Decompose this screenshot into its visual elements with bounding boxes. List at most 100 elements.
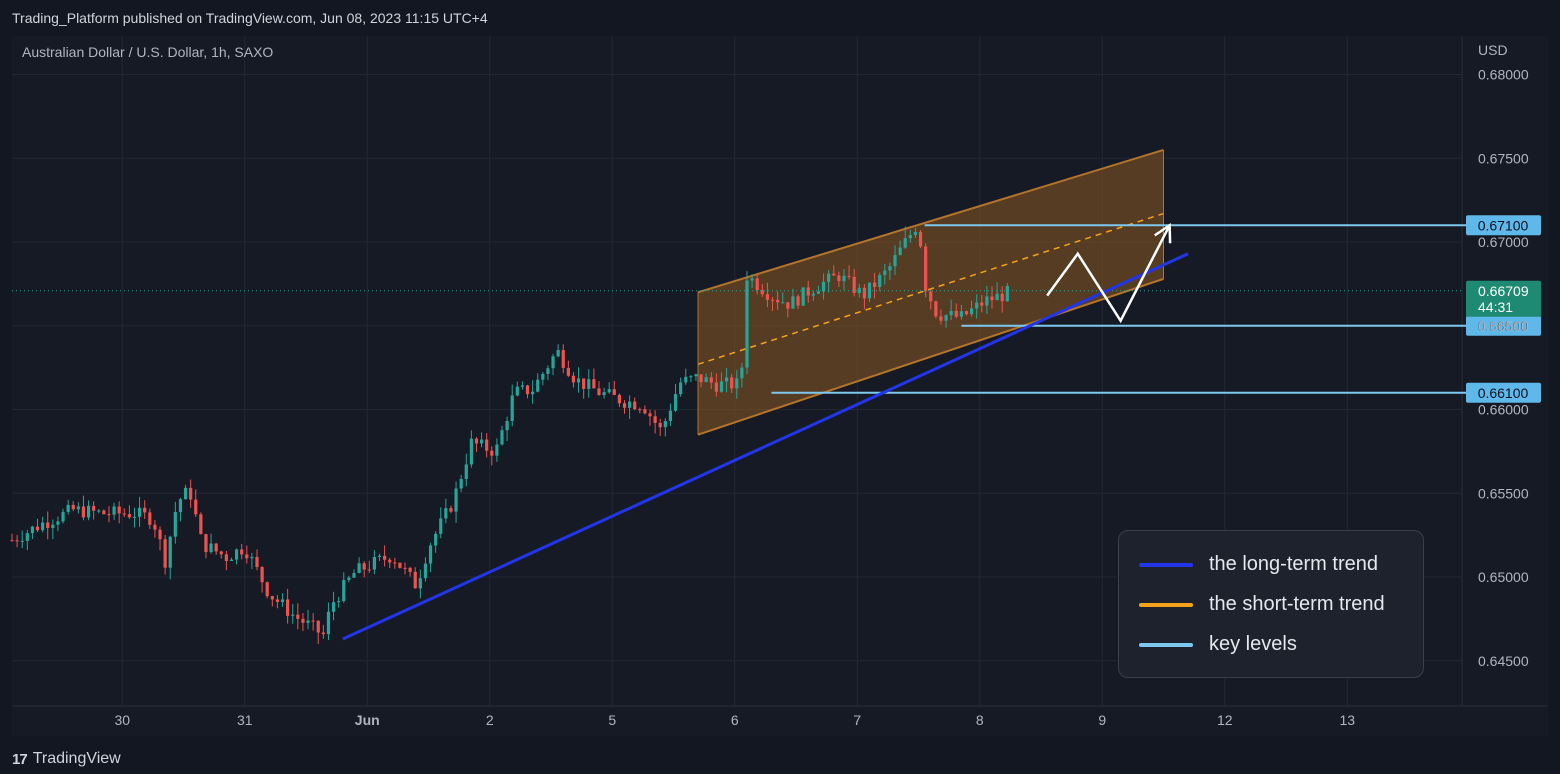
candle-body bbox=[337, 601, 341, 603]
candle-body bbox=[684, 376, 688, 383]
candle-body bbox=[709, 377, 713, 383]
candle-body bbox=[127, 514, 131, 518]
y-tick-label: 0.67000 bbox=[1478, 234, 1529, 250]
channel-upper bbox=[697, 148, 1164, 294]
countdown-label: 44:31 bbox=[1478, 299, 1513, 315]
candle-body bbox=[638, 409, 642, 411]
candle-body bbox=[209, 543, 213, 553]
candle-body bbox=[311, 620, 315, 622]
candle-body bbox=[102, 510, 106, 515]
candle-body bbox=[219, 551, 223, 555]
candle-body bbox=[449, 508, 453, 512]
candle-body bbox=[888, 266, 892, 271]
candle-body bbox=[867, 282, 872, 299]
candle-body bbox=[587, 379, 591, 389]
candle-body bbox=[607, 389, 611, 393]
y-tick-label: 0.65500 bbox=[1478, 485, 1529, 501]
candle-body bbox=[454, 488, 458, 512]
candle-body bbox=[51, 524, 55, 528]
candle-body bbox=[357, 563, 361, 573]
candle-body bbox=[975, 302, 979, 309]
candle-body bbox=[827, 273, 831, 282]
x-tick-label: 31 bbox=[237, 712, 253, 728]
legend-swatch-levels bbox=[1139, 642, 1193, 647]
candle-body bbox=[418, 578, 422, 589]
candle-body bbox=[66, 504, 70, 512]
candle-body bbox=[495, 444, 499, 456]
candle-body bbox=[500, 430, 504, 445]
x-tick-label: 12 bbox=[1217, 712, 1233, 728]
candle-body bbox=[291, 614, 295, 616]
candle-body bbox=[776, 299, 780, 303]
legend-item-short-trend: the short-term trend bbox=[1139, 593, 1385, 616]
candle-body bbox=[679, 382, 683, 395]
candle-body bbox=[403, 567, 407, 569]
x-tick-label: 6 bbox=[731, 712, 739, 728]
candle-body bbox=[234, 549, 239, 560]
candle-body bbox=[413, 571, 417, 589]
candle-body bbox=[628, 401, 632, 408]
candle-body bbox=[117, 506, 121, 514]
candle-body bbox=[321, 632, 325, 635]
candle-body bbox=[224, 554, 228, 561]
key-level-label: 0.67100 bbox=[1478, 217, 1529, 233]
candle-body bbox=[1005, 286, 1009, 302]
x-tick-label: 9 bbox=[1098, 712, 1106, 728]
candle-body bbox=[995, 293, 999, 301]
candle-body bbox=[806, 287, 810, 296]
candle-body bbox=[81, 506, 86, 518]
key-level-label: 0.66500 bbox=[1478, 318, 1529, 334]
candle-body bbox=[949, 310, 953, 316]
currency-label: USD bbox=[1478, 42, 1508, 58]
candle-body bbox=[326, 611, 331, 635]
candle-body bbox=[704, 377, 708, 383]
candle-body bbox=[566, 367, 570, 376]
y-tick-label: 0.68000 bbox=[1478, 67, 1529, 83]
candle-body bbox=[138, 507, 142, 517]
candle-body bbox=[408, 567, 412, 572]
y-tick-label: 0.66500 bbox=[1478, 318, 1529, 334]
candle-body bbox=[301, 618, 305, 623]
candle-body bbox=[41, 522, 45, 531]
candle-body bbox=[428, 545, 433, 564]
candle-body bbox=[122, 513, 126, 515]
candle-body bbox=[505, 420, 509, 431]
candle-body bbox=[944, 315, 948, 321]
candle-body bbox=[490, 450, 494, 456]
candle-body bbox=[918, 231, 923, 247]
axes: 0.68000 0.67500 0.67000 0.66500 0.66000 0.655… bbox=[114, 67, 1528, 728]
candle-body bbox=[194, 499, 198, 515]
candle-body bbox=[316, 620, 320, 633]
candle-body bbox=[15, 540, 19, 542]
candle-body bbox=[388, 559, 392, 563]
candle-body bbox=[352, 572, 356, 578]
candle-body bbox=[556, 350, 560, 357]
candle-body bbox=[719, 381, 724, 392]
candle-body bbox=[791, 296, 795, 309]
legend-label-short: the short-term trend bbox=[1209, 593, 1385, 615]
candle-body bbox=[377, 555, 382, 558]
candle-body bbox=[485, 439, 489, 451]
candle-body bbox=[857, 287, 861, 293]
candle-body bbox=[20, 540, 24, 542]
candle-body bbox=[296, 614, 300, 619]
tradingview-brand[interactable]: 17 TradingView bbox=[12, 750, 121, 768]
candle-body bbox=[46, 522, 50, 528]
candle-body bbox=[107, 514, 111, 516]
candle-body bbox=[25, 533, 29, 541]
candle-body bbox=[459, 478, 463, 489]
candle-body bbox=[444, 508, 448, 519]
candles bbox=[10, 226, 1009, 644]
candle-body bbox=[903, 238, 907, 248]
candle-body bbox=[745, 280, 749, 368]
candle-body bbox=[862, 287, 866, 299]
candle-body bbox=[597, 388, 601, 396]
y-tick-label: 0.65000 bbox=[1478, 569, 1529, 585]
candle-body bbox=[924, 246, 928, 292]
candle-body bbox=[821, 281, 826, 292]
candle-body bbox=[204, 534, 208, 553]
x-tick-label: 2 bbox=[486, 712, 494, 728]
candle-body bbox=[112, 506, 116, 515]
y-tick-label: 0.64500 bbox=[1478, 653, 1529, 669]
